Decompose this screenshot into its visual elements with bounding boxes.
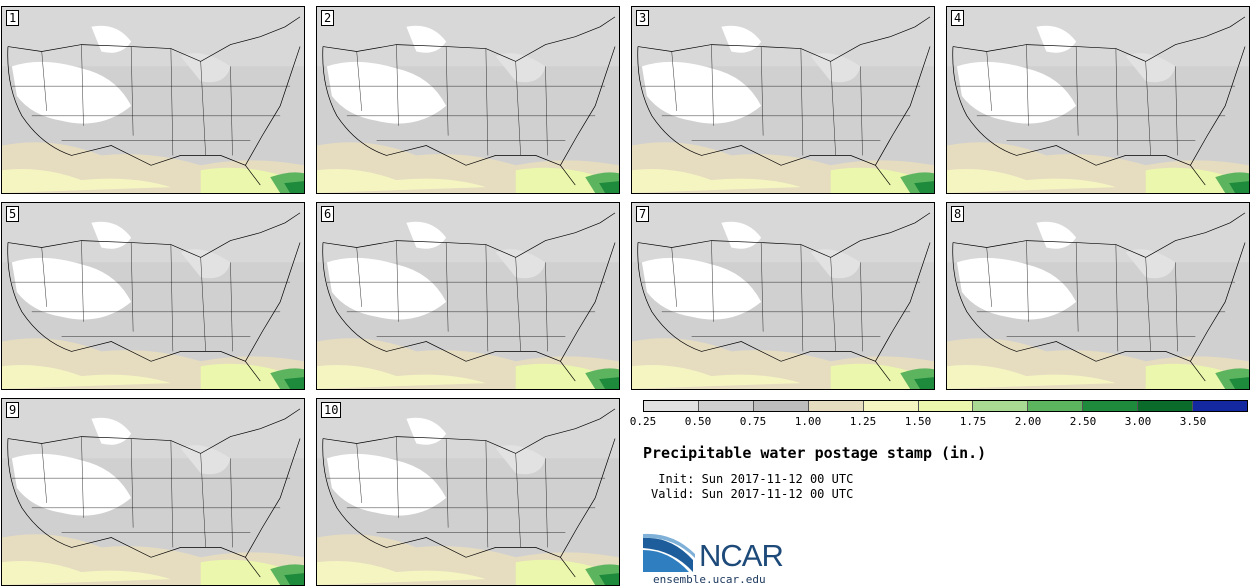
colorbar-label: 1.25 (849, 415, 877, 428)
panel-number: 5 (6, 206, 20, 222)
panel-number: 2 (321, 10, 335, 26)
valid-time: Valid: Sun 2017-11-12 00 UTC (651, 487, 854, 501)
map-panel-4: 4 (946, 6, 1250, 194)
colorbar-label: 1.50 (904, 415, 932, 428)
panel-number: 6 (321, 206, 335, 222)
colorbar-labels: 0.25 0.50 0.75 1.00 1.25 1.50 1.75 2.00 2.50 3.00… (630, 415, 1260, 429)
colorbar-bin (1138, 401, 1194, 411)
panel-number: 7 (636, 206, 650, 222)
panel-number: 10 (321, 402, 342, 418)
colorbar-label: 3.50 (1179, 415, 1207, 428)
colorbar-bin (973, 401, 1029, 411)
map-panel-9: 9 (1, 398, 305, 586)
map-panel-10: 10 (316, 398, 620, 586)
colorbar-bin (698, 401, 754, 411)
colorbar-bin (1193, 401, 1247, 411)
map-panel-8: 8 (946, 202, 1250, 390)
colorbar-bin (918, 401, 974, 411)
colorbar-bin (863, 401, 919, 411)
colorbar-label: 1.00 (794, 415, 822, 428)
ncar-logo-icon (643, 533, 695, 572)
site-url: ensemble.ucar.edu (653, 573, 766, 586)
map-panel-2: 2 (316, 6, 620, 194)
colorbar-bin (1028, 401, 1084, 411)
logo-text: NCAR (699, 538, 784, 573)
colorbar-bin (753, 401, 809, 411)
colorbar-bin (1083, 401, 1139, 411)
colorbar-label: 1.75 (959, 415, 987, 428)
colorbar-label: 0.75 (739, 415, 767, 428)
map-panel-1: 1 (1, 6, 305, 194)
colorbar-label: 0.50 (684, 415, 712, 428)
panel-number: 4 (951, 10, 965, 26)
colorbar-label: 2.00 (1014, 415, 1042, 428)
panel-number: 8 (951, 206, 965, 222)
init-time: Init: Sun 2017-11-12 00 UTC (651, 472, 854, 486)
map-panel-5: 5 (1, 202, 305, 390)
colorbar-label: 0.25 (629, 415, 657, 428)
colorbar-label: 2.50 (1069, 415, 1097, 428)
colorbar (643, 400, 1248, 412)
colorbar-bin (644, 401, 699, 411)
colorbar-bin (808, 401, 864, 411)
map-panel-7: 7 (631, 202, 935, 390)
page-title: Precipitable water postage stamp (in.) (643, 444, 987, 462)
panel-number: 9 (6, 402, 20, 418)
panel-number: 1 (6, 10, 20, 26)
colorbar-label: 3.00 (1124, 415, 1152, 428)
map-panel-3: 3 (631, 6, 935, 194)
panel-number: 3 (636, 10, 650, 26)
map-panel-6: 6 (316, 202, 620, 390)
